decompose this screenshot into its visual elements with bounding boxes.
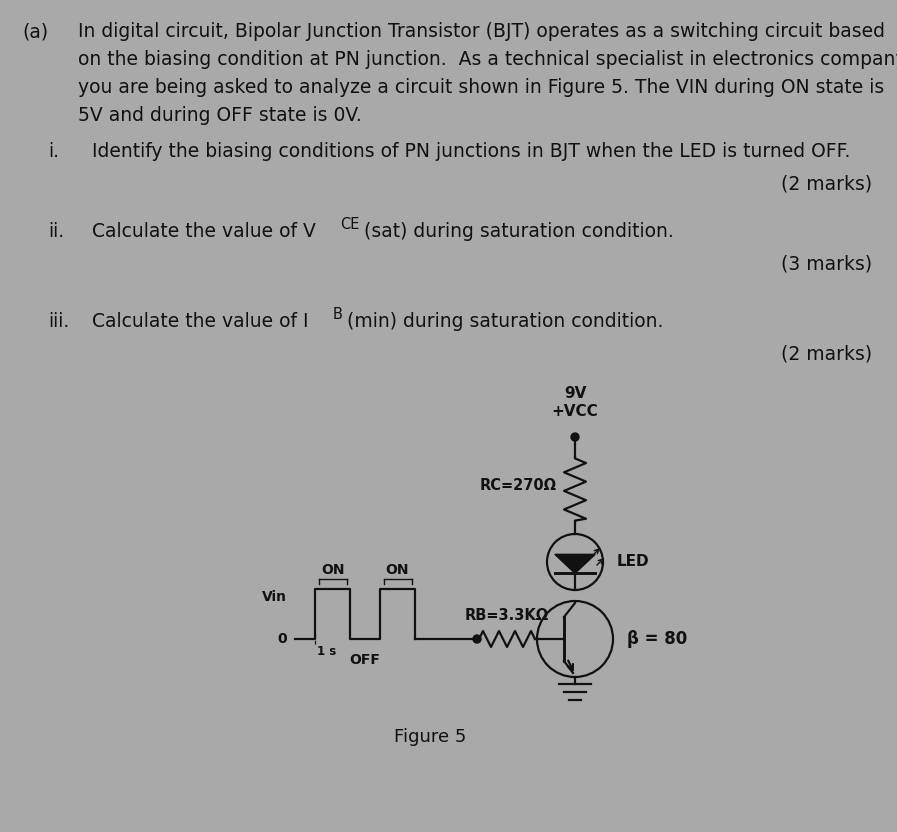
Text: i.: i. xyxy=(48,142,59,161)
Text: 0: 0 xyxy=(277,632,287,646)
Text: (min) during saturation condition.: (min) during saturation condition. xyxy=(347,312,664,331)
Text: (sat) during saturation condition.: (sat) during saturation condition. xyxy=(364,222,674,241)
Text: In digital circuit, Bipolar Junction Transistor (BJT) operates as a switching ci: In digital circuit, Bipolar Junction Tra… xyxy=(78,22,885,41)
Text: Calculate the value of I: Calculate the value of I xyxy=(92,312,309,331)
Text: LED: LED xyxy=(617,554,649,569)
Text: RB=3.3KΩ: RB=3.3KΩ xyxy=(465,608,549,623)
Text: Calculate the value of V: Calculate the value of V xyxy=(92,222,316,241)
Text: you are being asked to analyze a circuit shown in Figure 5. The VIN during ON st: you are being asked to analyze a circuit… xyxy=(78,78,884,97)
Text: Identify the biasing conditions of PN junctions in BJT when the LED is turned OF: Identify the biasing conditions of PN ju… xyxy=(92,142,850,161)
Text: on the biasing condition at PN junction.  As a technical specialist in electroni: on the biasing condition at PN junction.… xyxy=(78,50,897,69)
Text: Figure 5: Figure 5 xyxy=(394,728,466,746)
Text: B: B xyxy=(333,307,343,322)
Text: ii.: ii. xyxy=(48,222,64,241)
Text: OFF: OFF xyxy=(350,653,380,667)
Text: (a): (a) xyxy=(22,22,48,41)
Circle shape xyxy=(571,433,579,441)
Text: 1 s: 1 s xyxy=(317,645,336,658)
Text: (2 marks): (2 marks) xyxy=(781,344,872,363)
Circle shape xyxy=(473,635,481,643)
Text: +VCC: +VCC xyxy=(552,404,598,419)
Text: iii.: iii. xyxy=(48,312,69,331)
Text: ON: ON xyxy=(386,563,409,577)
Text: ON: ON xyxy=(321,563,344,577)
Text: Vin: Vin xyxy=(262,590,287,604)
Text: RC=270Ω: RC=270Ω xyxy=(480,478,557,493)
Text: β = 80: β = 80 xyxy=(627,630,687,648)
Text: 9V: 9V xyxy=(564,386,586,401)
Text: (2 marks): (2 marks) xyxy=(781,174,872,193)
Text: (3 marks): (3 marks) xyxy=(781,254,872,273)
Text: CE: CE xyxy=(340,217,360,232)
Text: 5V and during OFF state is 0V.: 5V and during OFF state is 0V. xyxy=(78,106,361,125)
Polygon shape xyxy=(555,554,596,573)
